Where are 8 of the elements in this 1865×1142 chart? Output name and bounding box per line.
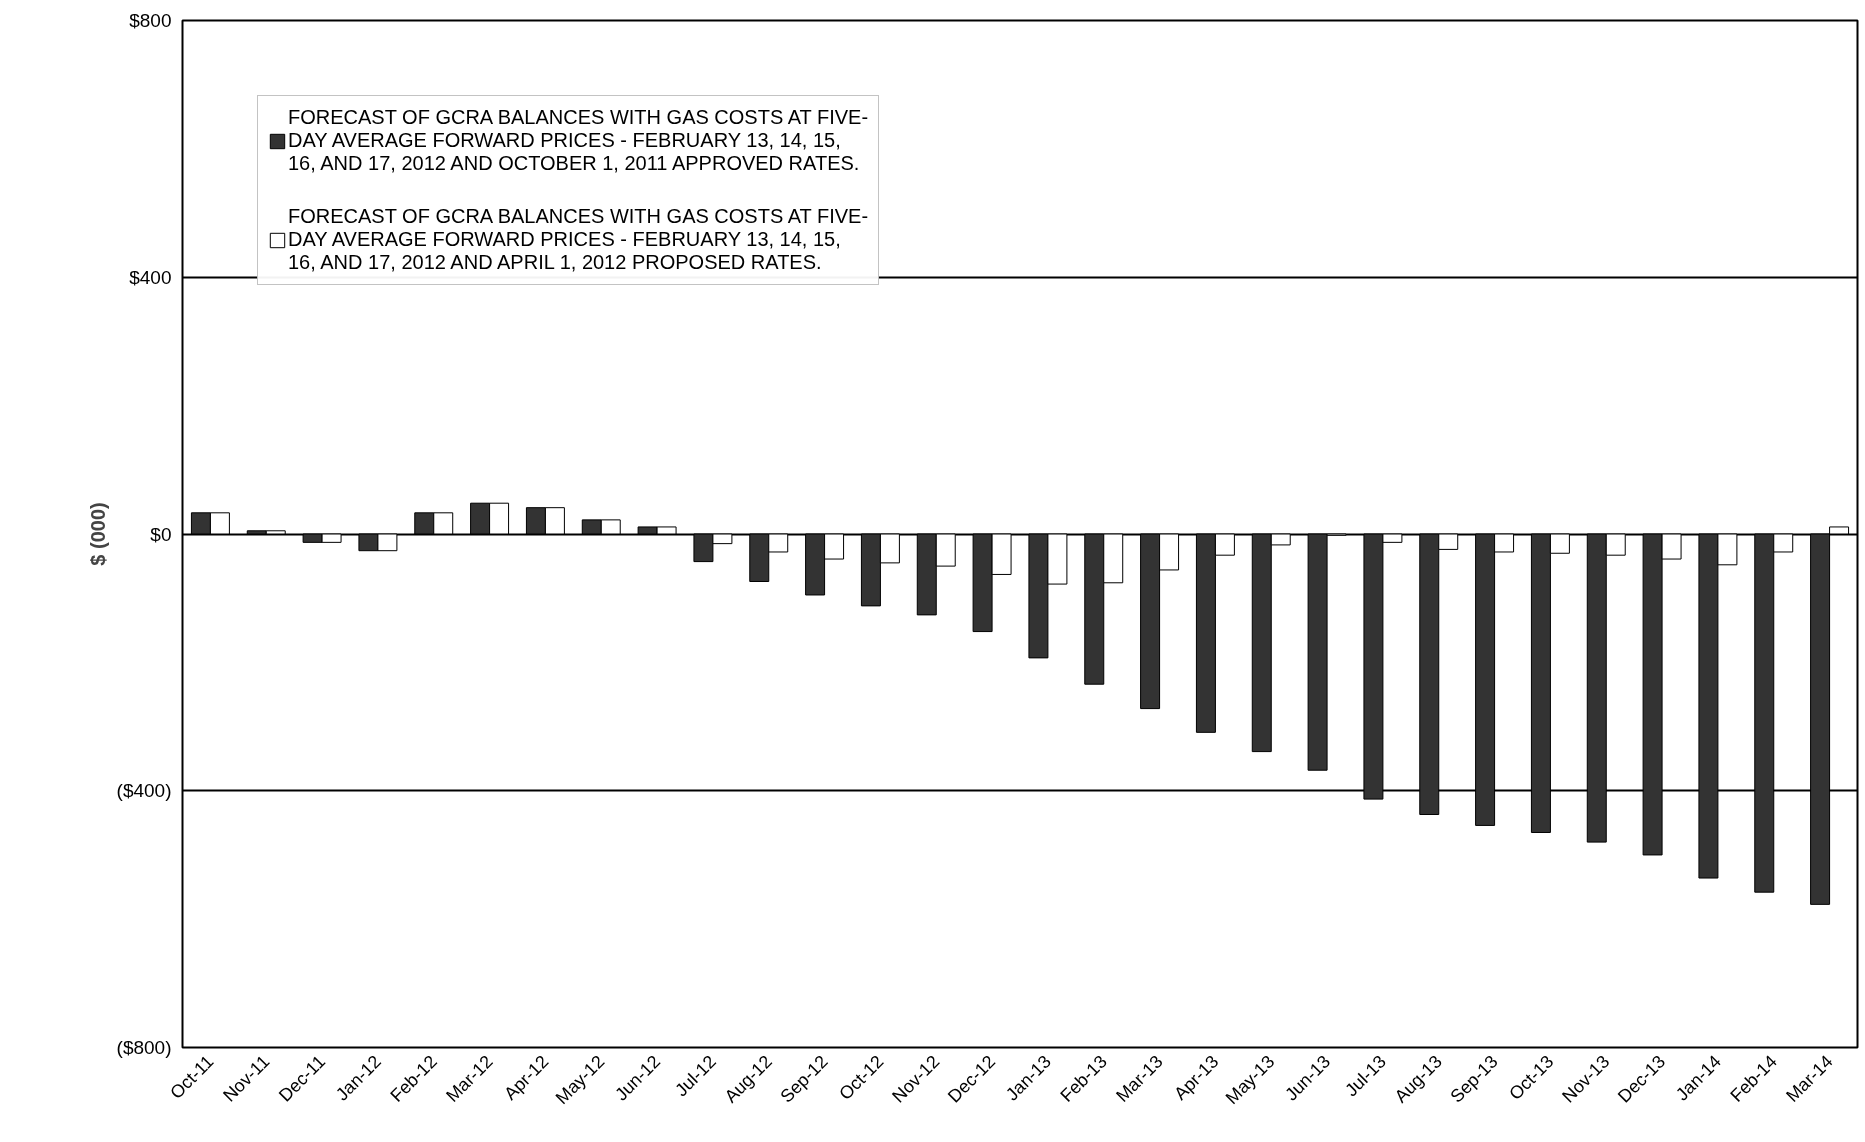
y-tick-label: $800 (129, 10, 172, 31)
y-tick-label: $0 (150, 523, 172, 545)
y-tick-label: ($800) (116, 1037, 172, 1058)
y-tick-label: $400 (129, 266, 172, 288)
y-axis-title: $ (000) (86, 502, 109, 566)
legend-label: FORECAST OF GCRA BALANCES WITH GAS COSTS AT FIVE-DAY AVERAGE FORWARD PRICES - FEBRUARY 13, 14, 15, 16, AND 17, 2012 AND APRIL 1, 2012 PROPOSED RATES. (288, 205, 869, 274)
y-tick-label: ($400) (116, 780, 172, 802)
legend-label: FORECAST OF GCRA BALANCES WITH GAS COSTS AT FIVE-DAY AVERAGE FORWARD PRICES - FEBRUARY 13, 14, 15, 16, AND 17, 2012 AND OCTOBER 1, 2011 APPROVED RATES. (288, 106, 869, 175)
